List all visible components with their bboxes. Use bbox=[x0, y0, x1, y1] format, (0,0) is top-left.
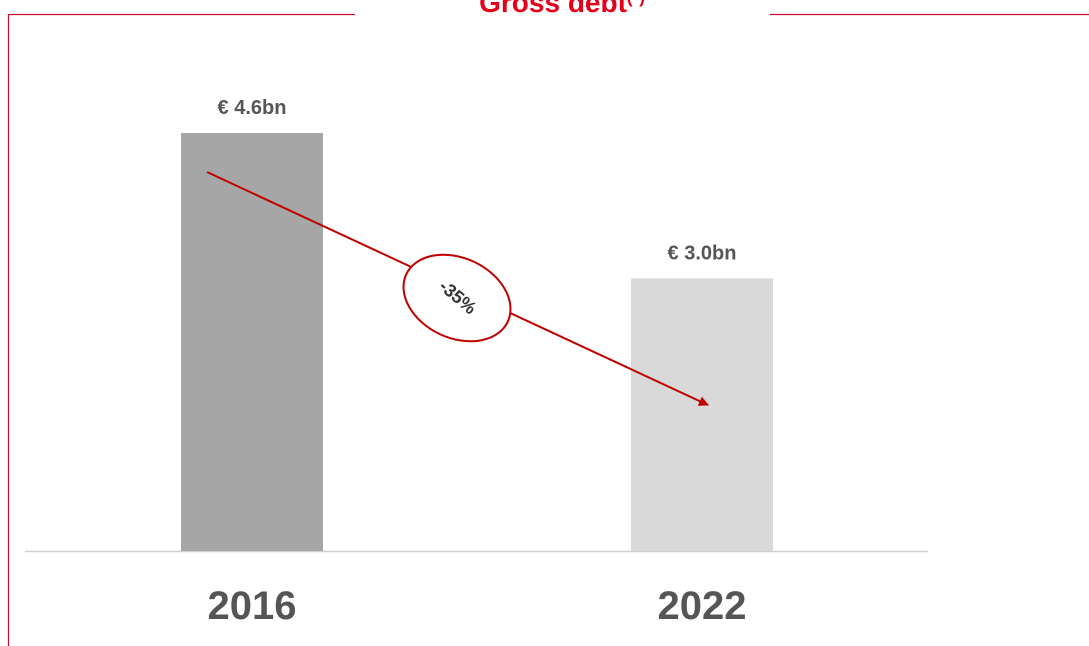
value-label: € 3.0bn bbox=[668, 242, 737, 264]
bar bbox=[631, 278, 773, 551]
bar bbox=[181, 133, 323, 551]
annotation-ellipse bbox=[402, 253, 512, 343]
x-tick-label: 2016 bbox=[208, 584, 297, 628]
chart-title: Gross debt(*) bbox=[479, 0, 645, 18]
value-label: € 4.6bn bbox=[218, 97, 287, 119]
title-text: Gross debt bbox=[479, 0, 627, 18]
x-tick-label: 2022 bbox=[658, 584, 747, 628]
title-note: (*) bbox=[627, 0, 645, 7]
